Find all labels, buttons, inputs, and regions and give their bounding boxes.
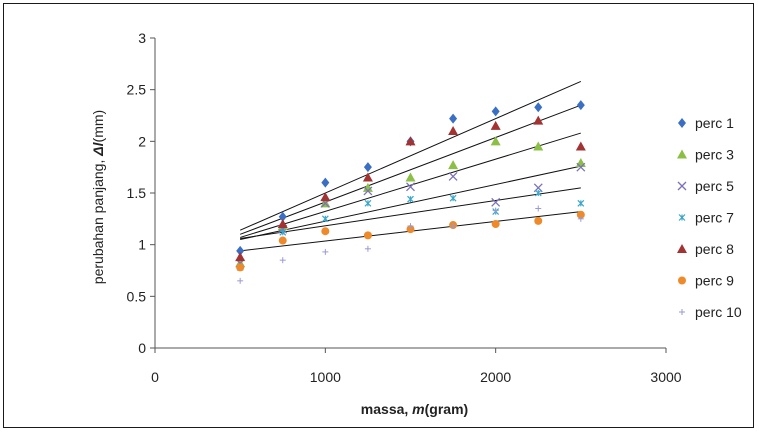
data-point-perc-7 [449,194,457,202]
legend-label-perc-8: perc 8 [695,241,734,257]
legend-item-perc-9: perc 9 [678,273,734,289]
data-point-perc-8 [277,219,288,228]
data-point-perc-3 [490,136,501,146]
legend-marker-perc-3 [677,149,687,159]
plot-area [235,80,586,284]
y-axis-title: perubahan panjang, Δl(mm) [90,110,106,284]
trendline-perc-1 [239,80,582,231]
legend-label-perc-10: perc 10 [695,304,742,320]
data-point-perc-10 [322,248,329,255]
trendline-perc-5 [240,132,581,238]
data-point-perc-9 [576,210,585,219]
data-point-perc-8 [533,115,544,125]
data-point-perc-9 [321,227,330,236]
y-tick-label: 2.5 [127,82,147,98]
chart-frame [3,3,754,428]
data-point-perc-8 [405,136,416,146]
data-point-perc-1 [363,162,372,173]
data-point-perc-5 [491,197,501,207]
legend-item-perc-5: perc 5 [677,178,734,194]
legend-label-perc-5: perc 5 [695,178,734,194]
x-tick-label: 0 [151,369,159,385]
data-point-perc-10 [364,245,371,252]
data-point-perc-10 [279,257,286,264]
data-point-perc-9 [236,263,245,272]
data-point-perc-1 [236,245,245,256]
data-point-perc-10 [450,223,457,230]
data-point-perc-8 [575,141,586,151]
data-point-perc-8 [320,192,331,202]
trendline-perc-3 [239,104,582,235]
x-tick-label: 1000 [310,369,341,385]
data-point-perc-5 [576,162,586,172]
data-point-perc-8 [362,172,373,182]
data-point-perc-3 [533,141,544,151]
legend-item-perc-10: perc 10 [679,304,742,320]
data-point-perc-1 [576,100,585,111]
data-point-perc-7 [279,228,287,236]
data-point-perc-1 [449,113,458,124]
legend-marker-perc-1 [678,118,686,128]
data-point-perc-5 [406,182,415,192]
data-point-perc-1 [534,102,543,113]
data-point-perc-3 [448,160,459,170]
data-point-perc-9 [534,216,543,225]
trendline-perc-7 [240,165,581,240]
data-point-perc-1 [278,211,287,222]
x-tick-label: 2000 [480,369,511,385]
data-point-perc-5 [448,172,458,181]
data-point-perc-3 [405,172,416,182]
x-axis-title: massa, m(gram) [361,401,468,417]
y-tick-label: 1.5 [127,185,147,201]
data-point-perc-5 [363,186,373,196]
data-point-perc-8 [235,252,246,262]
legend-item-perc-7: perc 7 [678,210,734,226]
data-point-perc-10 [407,223,414,230]
data-point-perc-7 [364,199,372,207]
y-tick-label: 3 [138,30,146,46]
data-point-perc-7 [534,189,542,197]
data-point-perc-9 [491,220,500,228]
x-tick-label: 3000 [650,369,681,385]
axes: 0 0.5 1 1.5 2 2.5 3 0 1000 2000 3000 massa, m(gram)… [90,30,682,417]
data-point-perc-9 [363,231,372,240]
y-tick-label: 0 [138,340,146,356]
legend-item-perc-8: perc 8 [677,241,734,257]
data-point-perc-9 [406,225,415,234]
legend-marker-perc-7 [678,214,686,221]
legend-marker-perc-9 [678,276,686,285]
data-point-perc-7 [321,215,329,223]
legend: perc 1 perc 3 perc 5 perc 7 perc 8 perc 9 perc… [677,115,742,320]
y-tick-label: 2 [138,133,146,149]
data-point-perc-1 [321,177,330,188]
data-point-perc-8 [448,126,459,135]
legend-marker-perc-5 [677,181,687,191]
data-point-perc-10 [535,205,542,212]
legend-item-perc-1: perc 1 [678,115,734,131]
legend-marker-perc-10 [679,309,685,315]
data-point-perc-10 [237,277,244,284]
data-point-perc-8 [490,120,501,130]
y-tick-label: 1 [138,237,146,253]
data-point-perc-7 [407,195,414,203]
data-point-perc-3 [575,158,586,168]
legend-label-perc-9: perc 9 [695,273,734,289]
data-point-perc-7 [577,199,585,207]
y-tick-label: 0.5 [127,288,147,304]
trendline-perc-8 [240,187,581,239]
legend-marker-perc-8 [677,244,687,253]
data-point-perc-1 [491,106,500,117]
legend-item-perc-3: perc 3 [677,147,734,163]
legend-label-perc-7: perc 7 [695,210,734,226]
data-point-perc-3 [362,182,373,192]
legend-label-perc-1: perc 1 [695,115,734,131]
data-point-perc-9 [278,236,287,245]
data-point-perc-10 [492,207,499,214]
data-point-perc-10 [577,215,584,222]
legend-label-perc-3: perc 3 [695,147,734,163]
